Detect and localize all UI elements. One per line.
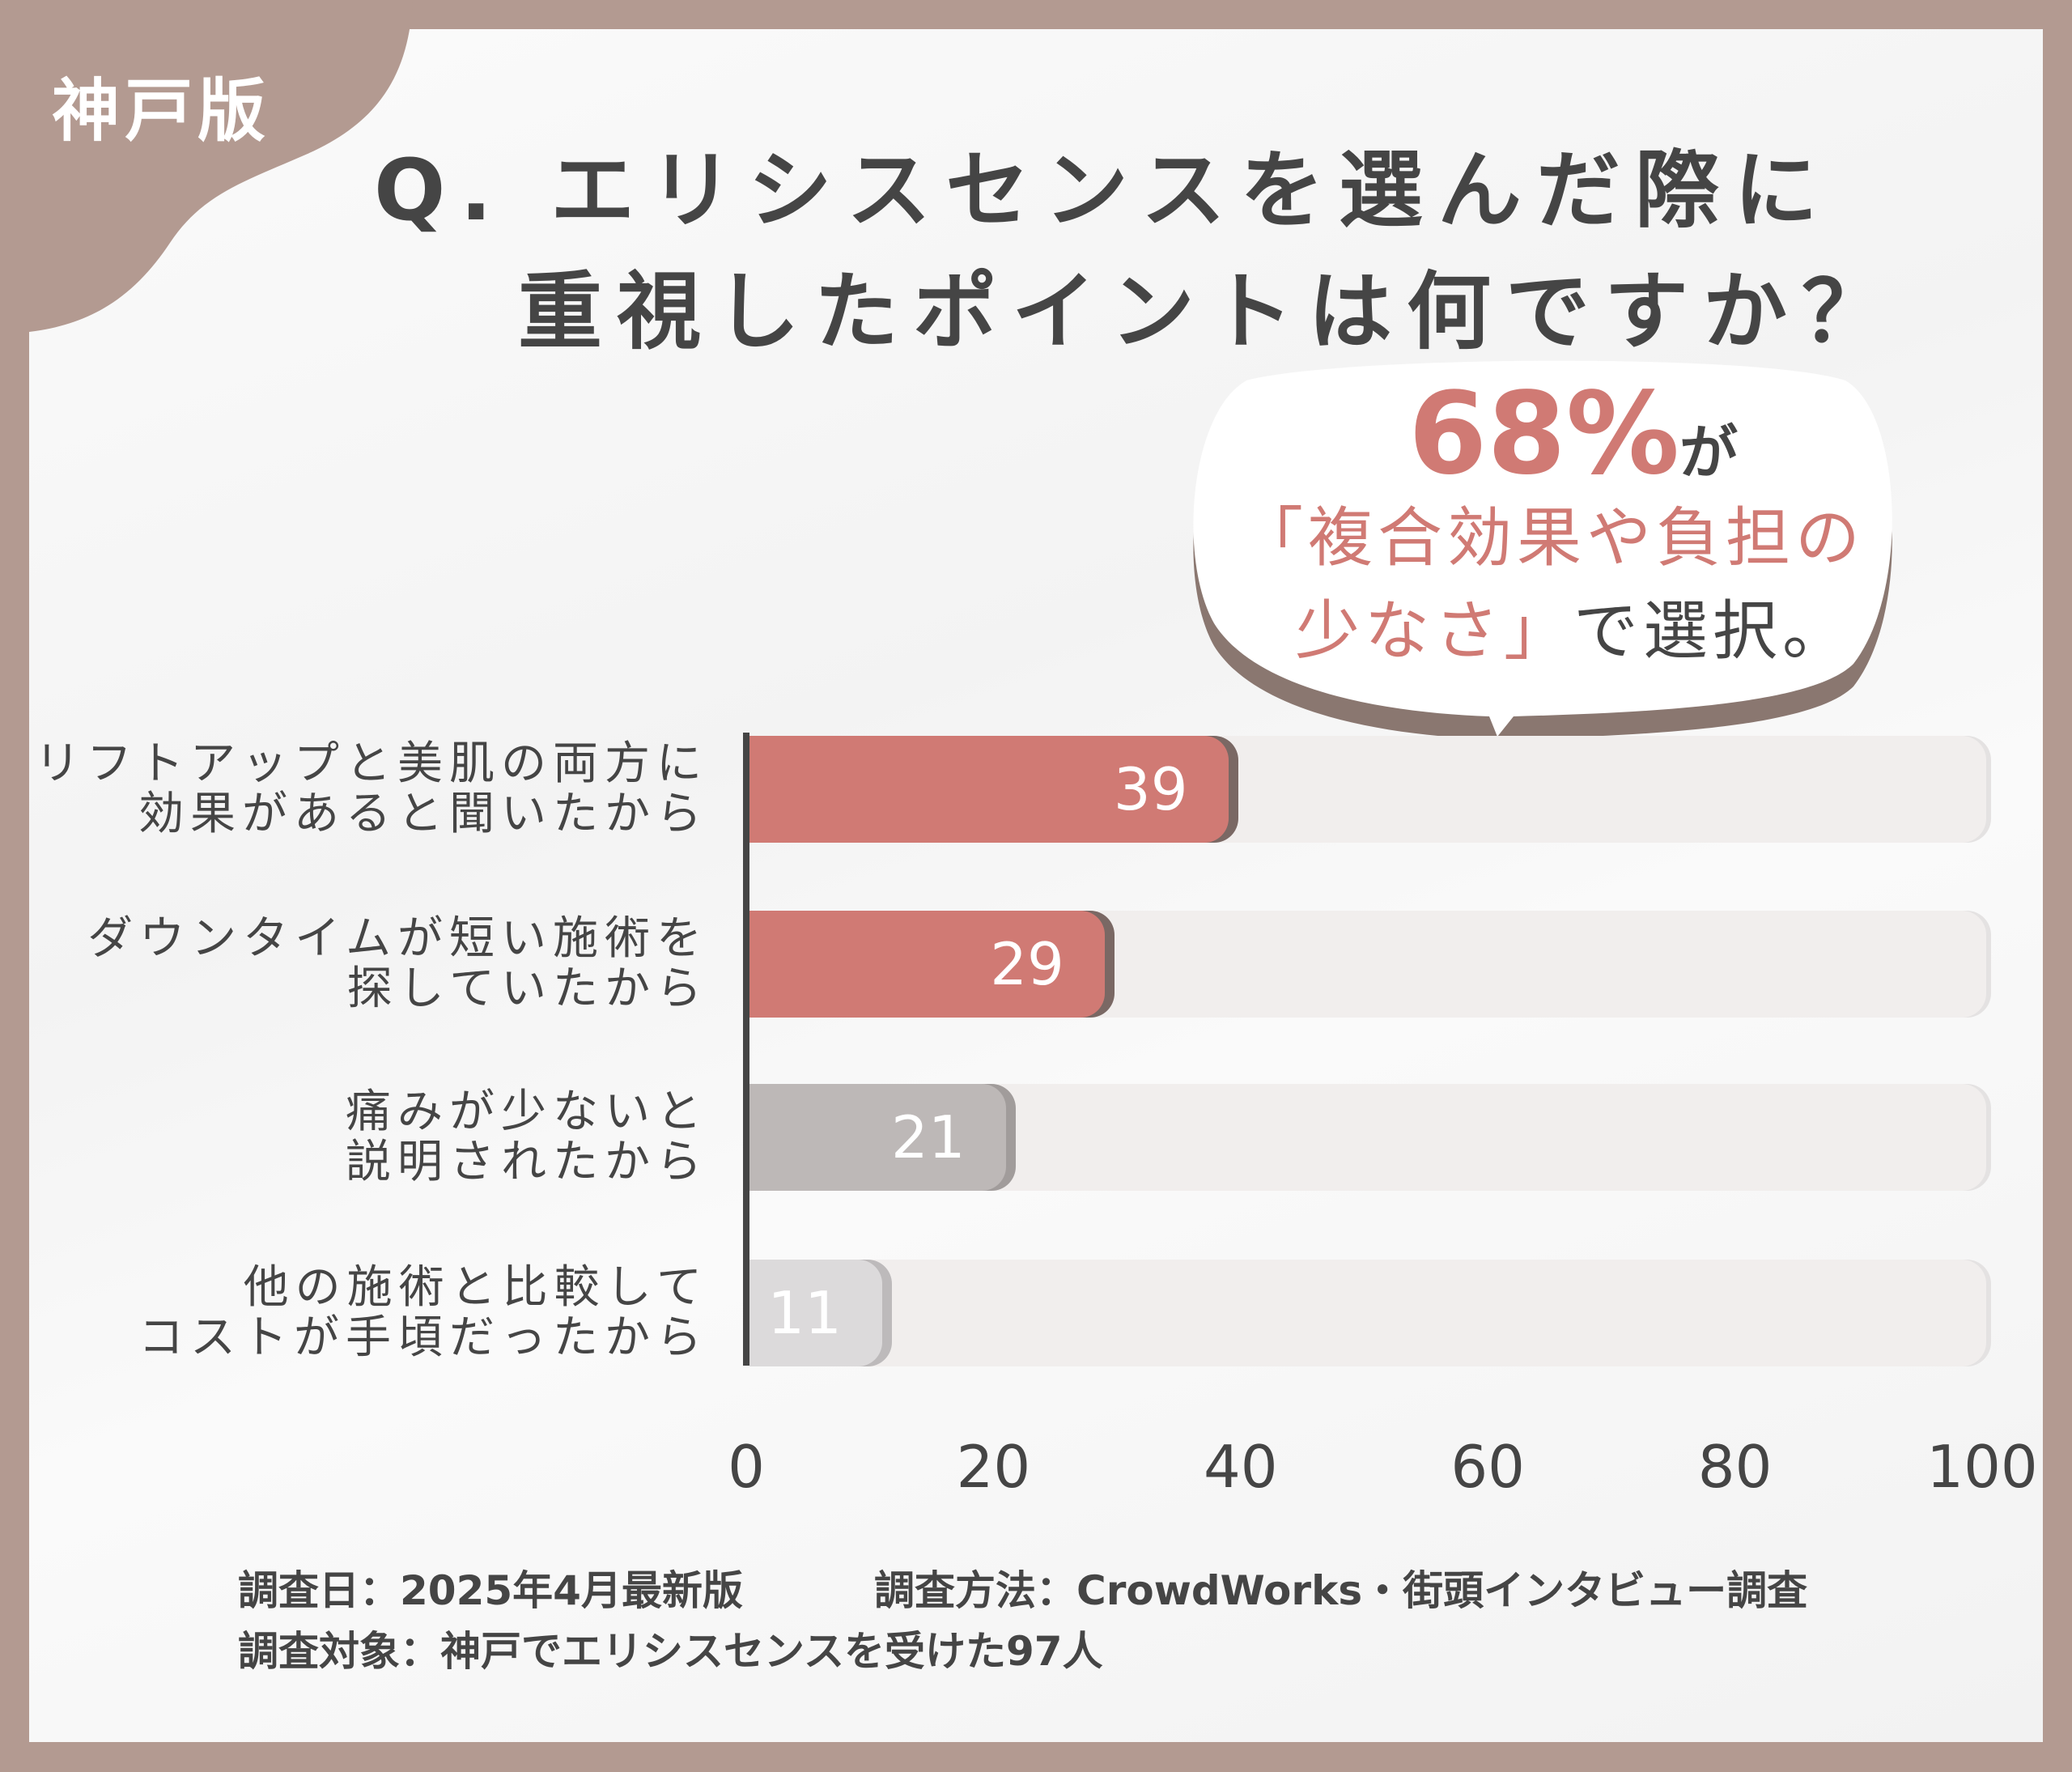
bar-value-label: 21	[891, 1103, 966, 1171]
footer-target: 調査対象：神戸でエリシスセンスを受けた97人	[238, 1628, 1103, 1675]
bar-value-label: 11	[767, 1279, 842, 1347]
edition-label: 神戸版	[52, 71, 271, 151]
category-label: 痛みが少ないと 説明されたから	[0, 1087, 708, 1188]
bar	[749, 1084, 1006, 1191]
x-tick-label: 20	[956, 1433, 1031, 1501]
category-label-line: コストが手頃だったから	[138, 1311, 708, 1364]
infographic-panel	[29, 29, 2043, 1742]
bar	[749, 911, 1105, 1018]
category-label-line: 探していたから	[346, 962, 708, 1015]
speech-bubble	[1193, 360, 1892, 797]
category-label: 他の施術と比較して コストが手頃だったから	[0, 1263, 708, 1363]
category-label-line: リフトアップと美肌の両方に	[35, 737, 708, 790]
x-tick-label: 0	[728, 1433, 765, 1501]
category-label-line: 効果があると聞いたから	[138, 788, 708, 840]
callout-line3: 少なさ」で選択。	[1295, 593, 1852, 669]
y-axis-line	[743, 733, 749, 1366]
x-tick-label: 60	[1450, 1433, 1525, 1501]
footer-method: 調査方法：CrowdWorks・街頭インタビュー調査	[874, 1567, 1808, 1614]
x-tick-label: 40	[1203, 1433, 1278, 1501]
category-label-line: 他の施術と比較して	[243, 1261, 708, 1314]
bar-value-label: 29	[990, 930, 1064, 998]
category-label: リフトアップと美肌の両方に 効果があると聞いたから	[0, 739, 708, 839]
footer-date: 調査日：2025年4月最新版	[238, 1567, 743, 1614]
category-label-line: 痛みが少ないと	[346, 1086, 708, 1138]
category-label-line: ダウンタイムが短い施術を	[87, 912, 708, 965]
bar-value-label: 39	[1113, 755, 1188, 823]
corner-tab	[0, 0, 413, 332]
bar-track	[749, 1260, 1986, 1366]
question-title-line2: 重視したポイントは何ですか？	[518, 262, 1901, 361]
bar	[749, 1260, 882, 1366]
bar	[749, 736, 1229, 843]
callout-percent: 68%が	[1408, 368, 1739, 500]
x-tick-label: 80	[1697, 1433, 1773, 1501]
callout-line2: 「複合効果や負担の	[1238, 500, 1865, 576]
x-tick-label: 100	[1926, 1433, 2038, 1501]
question-title-line1: Q. エリシスセンスを選んだ際に	[374, 141, 1833, 240]
category-label: ダウンタイムが短い施術を 探していたから	[0, 914, 708, 1014]
category-label-line: 説明されたから	[346, 1136, 708, 1188]
